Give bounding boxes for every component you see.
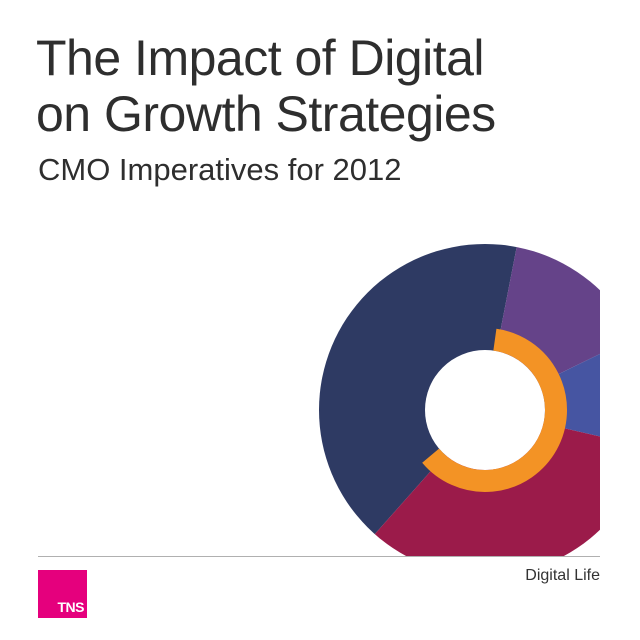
navy-wedge	[319, 244, 531, 557]
title-line-2: on Growth Strategies	[36, 86, 496, 142]
page-title: The Impact of Digital on Growth Strategi…	[36, 30, 496, 142]
orange-ring-arc	[422, 328, 567, 492]
divider-line	[38, 556, 600, 557]
title-line-1: The Impact of Digital	[36, 30, 485, 86]
subtitle: CMO Imperatives for 2012	[38, 152, 402, 187]
footer-label: Digital Life	[525, 567, 600, 584]
tns-logo: TNS	[38, 570, 87, 618]
crimson-wedge	[325, 410, 600, 557]
donut-hole	[425, 350, 545, 470]
